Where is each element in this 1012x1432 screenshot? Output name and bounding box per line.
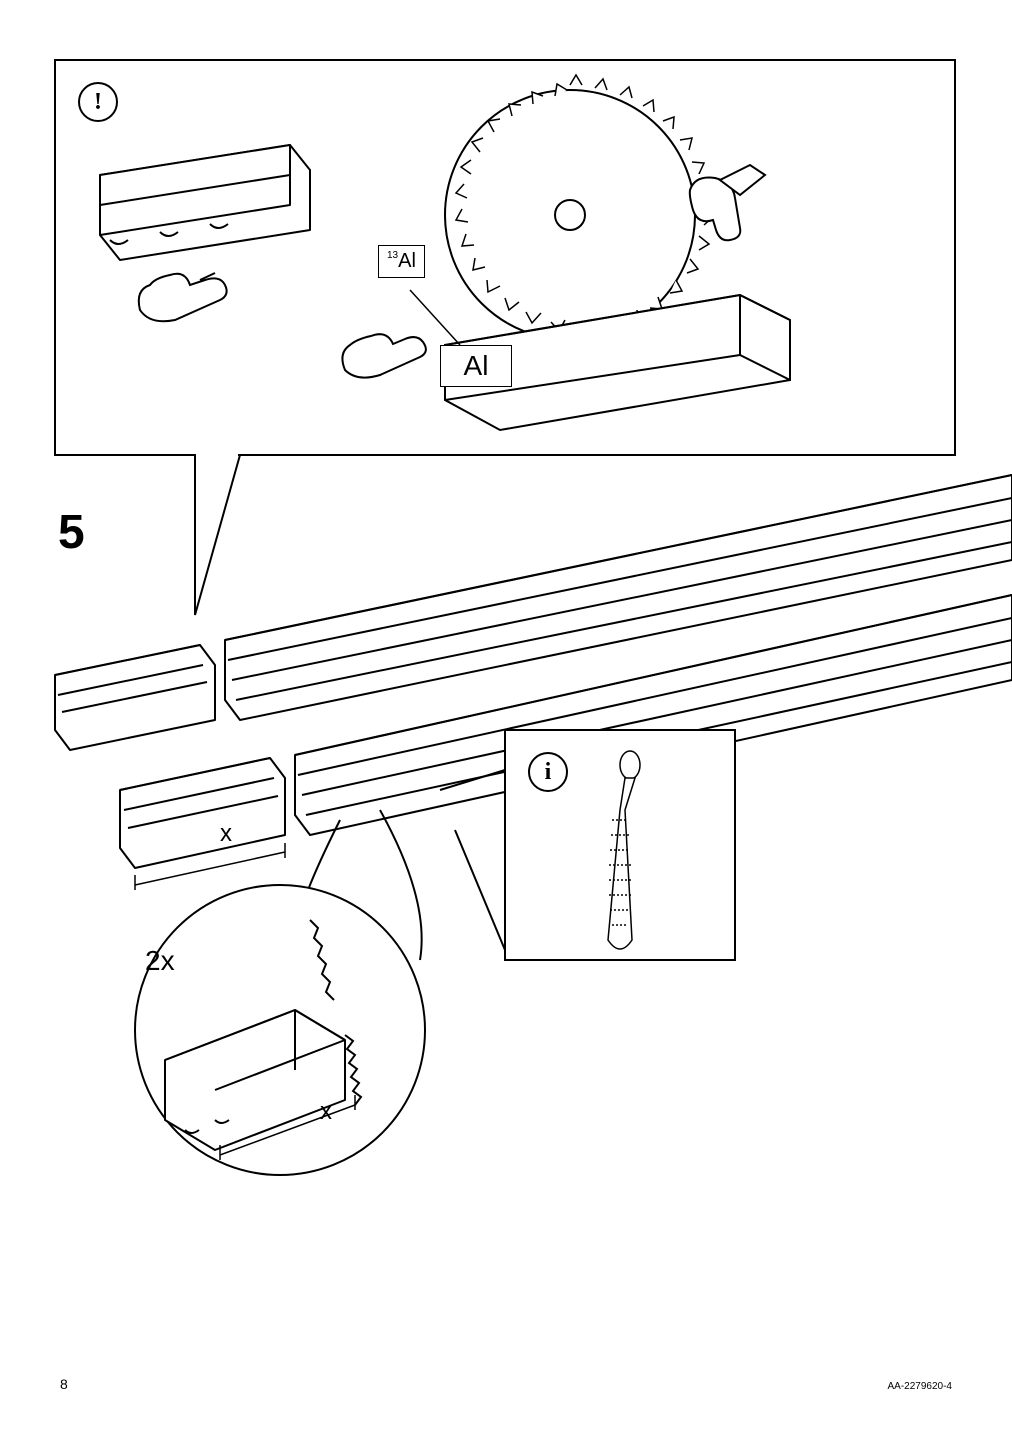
- element-symbol: Al: [464, 350, 489, 382]
- document-code: AA-2279620-4: [888, 1381, 953, 1392]
- warning-glyph: !: [94, 89, 102, 116]
- step-number: 5: [58, 505, 85, 560]
- page-number: 8: [60, 1376, 68, 1392]
- detail-length-label: x: [320, 1098, 332, 1126]
- element-symbol-small: Al: [398, 250, 416, 272]
- info-icon: i: [528, 752, 568, 792]
- atomic-number: 13: [387, 250, 398, 261]
- quantity-label: 2x: [145, 945, 175, 977]
- cut-length-label: x: [220, 820, 232, 848]
- warning-icon: !: [78, 82, 118, 122]
- info-glyph: i: [545, 759, 552, 786]
- material-label-small: 13Al: [378, 245, 425, 278]
- instruction-page: ! 13Al Al 5 x 2x x i 8 AA-2279620-4: [0, 0, 1012, 1432]
- main-illustration: [0, 0, 1012, 1432]
- material-label: Al: [440, 345, 512, 387]
